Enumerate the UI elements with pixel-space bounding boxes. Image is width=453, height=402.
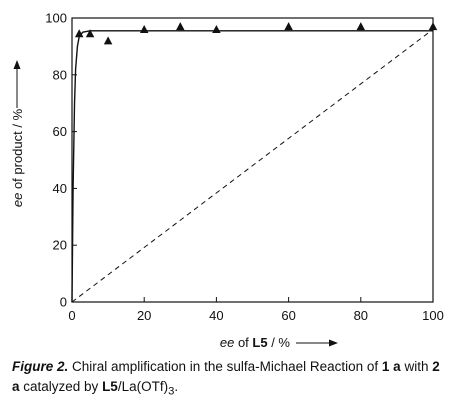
axes bbox=[71, 17, 434, 303]
x-axis-label-tail: / % bbox=[268, 335, 291, 350]
y-tick-label: 0 bbox=[60, 295, 67, 310]
caption-text-3: catalyzed by bbox=[19, 379, 103, 394]
x-tick-label: 80 bbox=[354, 308, 368, 323]
x-tick-label: 40 bbox=[209, 308, 223, 323]
data-point-triangle bbox=[176, 22, 185, 31]
data-point-triangle bbox=[139, 24, 149, 33]
x-axis-label-mid: of bbox=[234, 335, 252, 350]
y-axis-label: ee of product / % bbox=[10, 108, 25, 207]
figure-caption: Figure 2. Chiral amplification in the su… bbox=[12, 357, 442, 402]
reference-line bbox=[71, 28, 434, 303]
caption-compound-2a: 2 a bbox=[12, 359, 440, 394]
x-axis-label-bold: L5 bbox=[252, 335, 267, 350]
y-axis-label-tail: of product / % bbox=[10, 108, 25, 192]
y-tick-label: 40 bbox=[53, 181, 67, 196]
data-point-triangle bbox=[356, 22, 366, 31]
y-tick-label: 60 bbox=[53, 124, 67, 139]
caption-ligand-l5: L5 bbox=[102, 379, 118, 394]
caption-subscript: 3 bbox=[168, 385, 175, 398]
y-axis-arrow bbox=[13, 60, 21, 108]
figure-label: Figure 2. bbox=[12, 359, 69, 374]
plot-frame bbox=[71, 17, 434, 303]
y-axis-label-italic: ee bbox=[10, 193, 25, 207]
caption-text-2: with bbox=[400, 359, 433, 374]
chart: 0 20 40 60 80 100 0 20 40 60 80 100 ee of product … bbox=[10, 11, 444, 351]
x-tick-label: 20 bbox=[137, 308, 151, 323]
data-point-triangle bbox=[85, 29, 95, 38]
data-point-triangle bbox=[103, 36, 113, 45]
x-axis-label-italic: ee bbox=[220, 335, 234, 350]
data-point-triangle bbox=[428, 22, 438, 31]
y-axis-ticks: 0 20 40 60 80 100 bbox=[45, 11, 77, 310]
y-tick-label: 100 bbox=[45, 11, 67, 26]
y-tick-label: 20 bbox=[53, 238, 67, 253]
x-axis-label-text: ee of L5 / % bbox=[220, 335, 291, 350]
data-points bbox=[74, 22, 438, 45]
y-tick-label: 80 bbox=[53, 67, 67, 82]
data-point-triangle bbox=[284, 22, 293, 31]
x-axis-ticks: 0 20 40 60 80 100 bbox=[68, 297, 444, 323]
data-point-triangle bbox=[212, 24, 221, 33]
data-point-triangle bbox=[74, 29, 84, 38]
fit-curve bbox=[71, 30, 433, 303]
x-tick-label: 0 bbox=[68, 308, 75, 323]
x-axis-arrow bbox=[296, 339, 338, 347]
caption-text-5: . bbox=[174, 379, 179, 394]
caption-compound-1a: 1 a bbox=[381, 359, 401, 374]
x-tick-label: 60 bbox=[281, 308, 295, 323]
caption-text-4: /La(OTf) bbox=[117, 379, 169, 394]
caption-text-1: Chiral amplification in the sulfa-Michae… bbox=[68, 359, 382, 374]
x-tick-label: 100 bbox=[422, 308, 444, 323]
